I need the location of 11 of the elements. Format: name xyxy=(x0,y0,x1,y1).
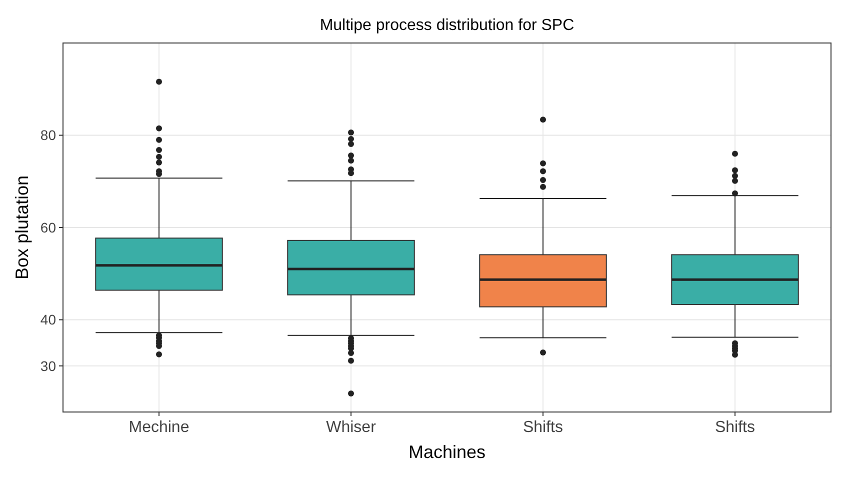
y-tick-label: 60 xyxy=(40,219,56,236)
x-tick-label: Shifts xyxy=(522,419,564,436)
x-tick-label: Whiser xyxy=(326,419,377,436)
y-tick-label: 30 xyxy=(40,358,56,374)
y-tick-label: 80 xyxy=(40,127,56,144)
chart-title: Multipe process distribution for SPC xyxy=(320,17,574,34)
x-tick-label: Shifts xyxy=(714,419,756,436)
x-tick-label: Mechine xyxy=(128,419,190,436)
y-axis-title: Box plutation xyxy=(12,175,32,280)
y-tick-label: 40 xyxy=(40,312,56,328)
x-axis-title: Machines xyxy=(408,442,486,462)
